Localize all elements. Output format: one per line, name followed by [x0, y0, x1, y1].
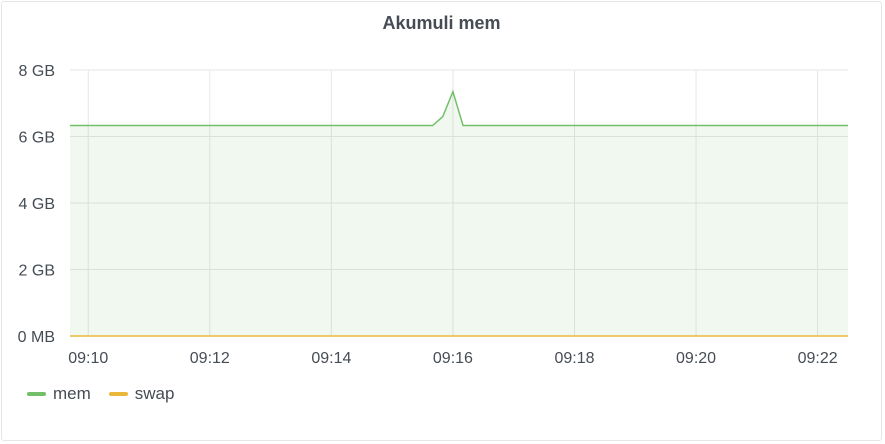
panel-title: Akumuli mem	[382, 13, 501, 33]
x-tick-label: 09:16	[433, 350, 473, 367]
series-area-mem	[70, 91, 848, 336]
x-tick-label: 09:10	[68, 350, 108, 367]
series-line-mem	[70, 89, 848, 127]
y-tick-label: 6 GB	[19, 130, 55, 147]
legend-label: mem	[53, 384, 91, 403]
y-tick-label: 8 GB	[19, 63, 55, 80]
x-tick-label: 09:20	[676, 350, 716, 367]
x-tick-label: 09:22	[798, 350, 838, 367]
legend-label: swap	[134, 384, 175, 403]
legend: mem swap	[27, 384, 174, 404]
y-tick-label: 2 GB	[19, 263, 55, 280]
x-tick-label: 09:14	[311, 350, 351, 367]
x-tick-label: 09:12	[190, 350, 230, 367]
legend-swatch	[27, 392, 46, 396]
legend-swatch	[108, 392, 128, 396]
legend-item-mem[interactable]: mem	[27, 384, 91, 404]
y-tick-label: 4 GB	[19, 196, 55, 213]
y-tick-label: 0 MB	[18, 329, 55, 346]
legend-item-swap[interactable]: swap	[108, 384, 175, 404]
x-tick-label: 09:18	[554, 350, 594, 367]
